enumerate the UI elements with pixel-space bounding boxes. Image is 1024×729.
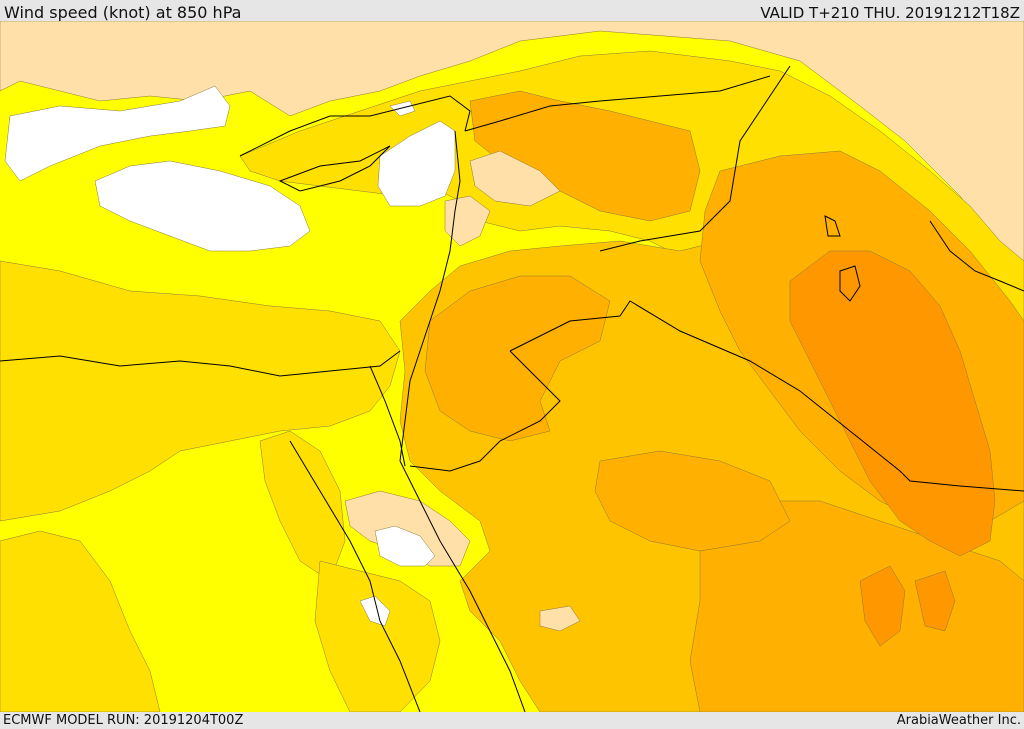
calm-area-central-mediterranean: [94, 160, 311, 252]
border-saudi-north: [409, 460, 481, 472]
lake-mosul: [824, 215, 841, 237]
coastline-red-sea-east: [399, 460, 526, 712]
model-run: ECMWF MODEL RUN: 20191204T00Z: [3, 713, 244, 728]
border-jordan-saudi: [509, 300, 1024, 492]
header-bar: Wind speed (knot) at 850 hPa VALID T+210…: [0, 0, 1024, 22]
political-boundaries: [0, 65, 1024, 712]
border-turkey-syria: [464, 75, 771, 132]
valid-time: VALID T+210 THU. 20191212T18Z: [760, 4, 1020, 22]
wind-band-deep-orange-arabia: [859, 565, 906, 647]
coastline-cyprus: [278, 145, 391, 192]
wind-band-light-gulf-of-aqaba: [344, 490, 471, 567]
wind-band-deep-orange-gulf: [914, 570, 956, 632]
wind-band-light-north-syria: [469, 150, 561, 207]
coastline-anatolia: [239, 95, 471, 157]
coastline-gulf: [929, 220, 1024, 292]
map-title: Wind speed (knot) at 850 hPa: [4, 3, 242, 22]
wind-band-orange-arabia-center: [594, 450, 791, 552]
wind-band-gold-sinai: [259, 430, 346, 582]
coastline-red-sea: [289, 440, 421, 712]
coastline-levant: [399, 130, 461, 462]
footer-bar: ECMWF MODEL RUN: 20191204T00Z ArabiaWeat…: [0, 712, 1024, 729]
wind-speed-map[interactable]: [0, 21, 1024, 712]
wind-band-gold-mediterranean: [0, 260, 401, 522]
calm-area-aegean: [4, 85, 231, 182]
wind-band-gold-red-sea-coast: [314, 560, 441, 712]
wind-band-deep-orange-iraq: [789, 250, 996, 557]
border-syria-iraq: [599, 65, 791, 252]
calm-area-egypt: [359, 595, 391, 627]
wind-band-light-lebanon: [444, 195, 491, 247]
wind-band-light-red-sea: [539, 605, 581, 632]
calm-area-cilicia: [377, 120, 456, 207]
wind-band-orange-arabia-south: [689, 500, 1024, 712]
border-egypt-sinai: [369, 365, 406, 467]
map-canvas: [0, 21, 1024, 712]
calm-area-aqaba: [374, 525, 436, 567]
lake-tharthar: [839, 265, 861, 302]
border-jordan-iraq: [479, 350, 561, 462]
wind-band-gold-egypt: [0, 530, 161, 712]
credit: ArabiaWeather Inc.: [896, 713, 1021, 728]
calm-area-black-sea: [389, 100, 416, 117]
coastline-egypt: [0, 350, 401, 377]
